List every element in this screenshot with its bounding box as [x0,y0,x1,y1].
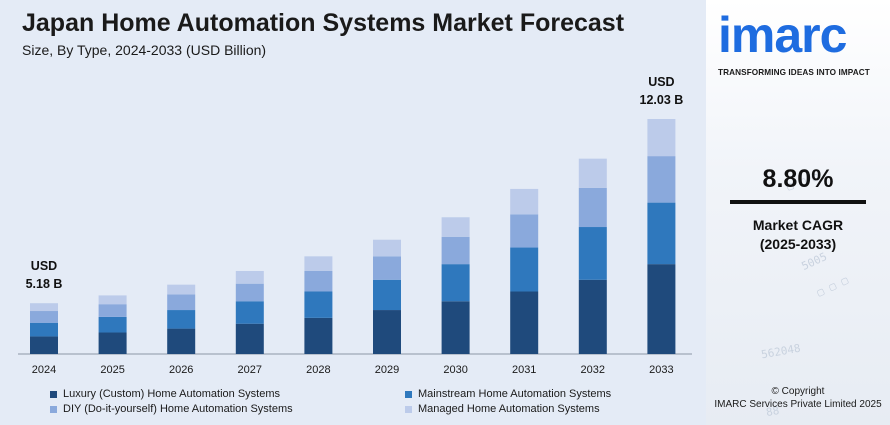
cagr-label-line2: (2025-2033) [759,236,837,252]
copyright-line1: © Copyright [771,386,825,397]
x-tick-label-2026: 2026 [169,364,193,376]
data-label-2033-line1: USD [648,75,674,89]
bar-segment-2024-s0 [30,336,58,354]
x-tick-label-2028: 2028 [306,364,330,376]
x-tick-label-2027: 2027 [238,364,262,376]
cagr-callout: 8.80% Market CAGR (2025-2033) [730,165,866,254]
legend-swatch [50,405,57,413]
bar-segment-2024-s2 [30,311,58,323]
x-tick-label-2029: 2029 [375,364,399,376]
bar-segment-2026-s2 [167,294,196,311]
legend-swatch [405,390,412,398]
bar-segment-2033-s1 [647,202,676,265]
bar-segment-2033-s3 [647,119,676,157]
bar-segment-2032-s3 [578,158,607,188]
legend-label: Luxury (Custom) Home Automation Systems [63,388,281,400]
legend-label: Managed Home Automation Systems [418,403,600,415]
bar-segment-2024-s1 [30,322,58,337]
chart-panel: Japan Home Automation Systems Market For… [18,9,692,415]
stacked-bar-chart: 2024 2025 2026 2027 2028 2029 2030 2031 2032 2033… [18,75,692,376]
bar-segment-2028-s3 [304,256,333,271]
bar-segment-2032-s2 [578,187,607,228]
bar-segment-2025-s1 [98,316,127,333]
x-tick-label-2031: 2031 [512,364,536,376]
legend-label: Mainstream Home Automation Systems [418,388,612,400]
bar-segment-2029-s1 [373,279,401,311]
legend-swatch [405,405,412,413]
bar-segment-2025-s3 [98,295,127,305]
copyright: © Copyright IMARC Services Private Limit… [706,385,890,411]
bar-segment-2033-s0 [647,264,676,354]
bar-segment-2031-s0 [510,291,539,354]
data-label-2033-line2: 12.03 B [640,93,684,107]
bar-segment-2025-s2 [98,304,127,317]
chart-title: Japan Home Automation Systems Market For… [22,9,625,37]
logo-tagline: TRANSFORMING IDEAS INTO IMPACT [718,68,870,77]
cagr-label-line1: Market CAGR [752,217,844,233]
legend-item-3: DIY (Do-it-yourself) Home Automation Sys… [50,403,293,415]
bar-segment-2030-s3 [441,217,470,237]
bar-segment-2027-s1 [235,301,264,324]
bar-segment-2031-s1 [510,247,539,292]
bar-segment-2031-s2 [510,214,539,248]
copyright-line2: IMARC Services Private Limited 2025 [714,399,882,410]
chart-subtitle: Size, By Type, 2024-2033 (USD Billion) [22,42,267,58]
imarc-logo: imarc TRANSFORMING IDEAS INTO IMPACT [718,6,888,78]
bar-segment-2031-s3 [510,188,539,215]
x-tick-label-2032: 2032 [581,364,605,376]
bar-segment-2030-s1 [441,264,470,302]
cagr-value: 8.80% [762,165,834,193]
bar-segment-2029-s2 [373,256,401,280]
bar-segment-2028-s2 [304,270,333,292]
cagr-divider [730,200,866,204]
bar-segment-2032-s0 [578,279,607,354]
bar-segment-2028-s0 [304,317,333,354]
legend-item-4: Managed Home Automation Systems [405,403,600,415]
legend-item-2: Mainstream Home Automation Systems [405,388,611,400]
bar-segment-2027-s3 [235,270,264,284]
x-tick-label-2030: 2030 [443,364,467,376]
bar-segment-2025-s0 [98,332,127,354]
bar-segment-2024-s3 [30,303,58,312]
legend-swatch [50,390,57,398]
bar-segment-2030-s2 [441,236,470,265]
bar-segment-2026-s1 [167,310,196,329]
bar-segment-2030-s0 [441,301,470,354]
x-tick-label-2024: 2024 [32,364,56,376]
x-tick-label-2025: 2025 [100,364,124,376]
legend-label: DIY (Do-it-yourself) Home Automation Sys… [63,403,293,415]
bar-segment-2026-s0 [167,328,196,354]
bar-segment-2027-s0 [235,323,264,354]
data-label-2024-line1: USD [31,259,57,273]
background-decoration: ▢ ▢ ▢ [814,273,851,300]
bar-segment-2032-s1 [578,227,607,280]
x-tick-label-2033: 2033 [649,364,673,376]
logo-wordmark: imarc [718,7,847,63]
bar-segment-2029-s3 [373,239,401,257]
bar-segment-2028-s1 [304,291,333,318]
legend-item-1: Luxury (Custom) Home Automation Systems [50,388,280,400]
brand-panel: ▢ ▢ ▢ 5005 ▢ ▢ ▢ 562048 88 imarc TRANSFO… [706,0,890,425]
bar-segment-2033-s2 [647,156,676,203]
bar-segment-2029-s0 [373,310,401,354]
bar-segment-2026-s3 [167,284,196,295]
background-decoration: 562048 [760,341,802,362]
data-label-2024-line2: 5.18 B [26,277,63,291]
bar-segment-2027-s2 [235,283,264,302]
